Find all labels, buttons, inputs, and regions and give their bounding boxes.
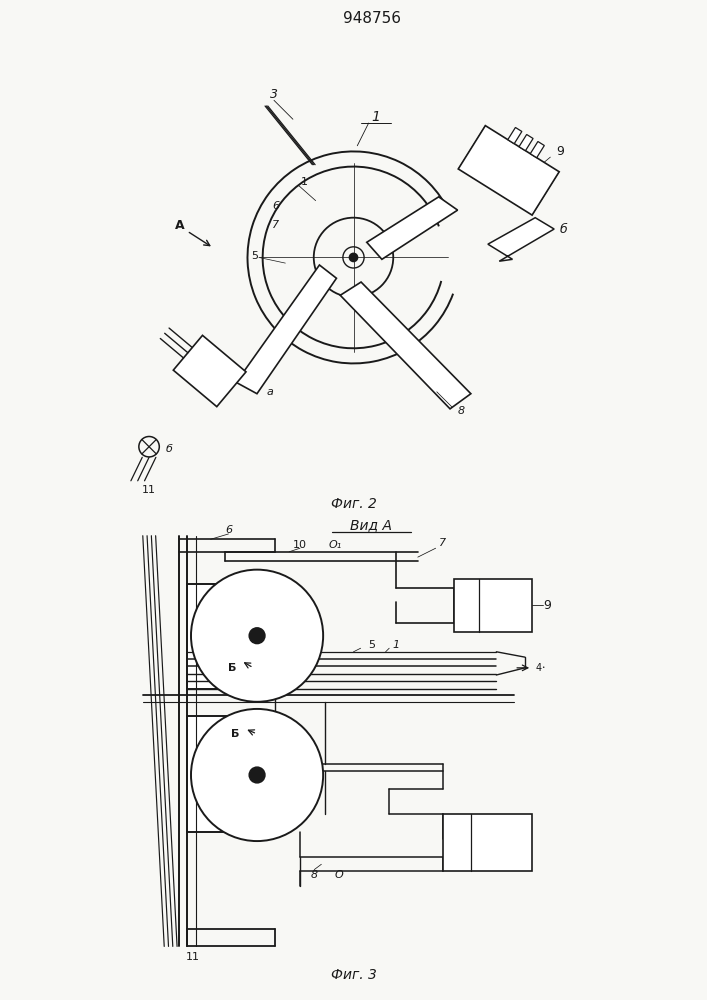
Text: 1: 1: [300, 177, 308, 187]
Text: 10: 10: [293, 540, 307, 550]
Circle shape: [349, 253, 358, 262]
Polygon shape: [340, 282, 471, 409]
Text: 4: 4: [536, 663, 542, 673]
Polygon shape: [236, 265, 337, 394]
Text: Фиг. 3: Фиг. 3: [331, 968, 376, 982]
Polygon shape: [488, 218, 554, 261]
Text: 6: 6: [272, 201, 279, 211]
Text: •: •: [541, 665, 544, 670]
Text: Фиг. 2: Фиг. 2: [331, 496, 376, 510]
Polygon shape: [458, 126, 559, 215]
Text: 11: 11: [186, 952, 200, 962]
Text: 9: 9: [543, 599, 551, 612]
Text: 6: 6: [225, 525, 232, 535]
Text: а: а: [267, 387, 274, 397]
Text: 5: 5: [368, 640, 375, 650]
Text: Б: Б: [231, 729, 240, 739]
Polygon shape: [367, 197, 457, 259]
Circle shape: [191, 709, 323, 841]
Text: O: O: [335, 870, 344, 880]
Text: 1: 1: [393, 640, 400, 650]
Text: 11: 11: [142, 485, 156, 495]
Polygon shape: [519, 134, 533, 151]
Polygon shape: [173, 335, 246, 407]
Text: Б: Б: [228, 663, 236, 673]
Text: O₁: O₁: [329, 540, 342, 550]
Text: б: б: [560, 223, 568, 236]
Polygon shape: [453, 579, 532, 632]
Text: 948756: 948756: [344, 11, 402, 26]
Text: 3: 3: [270, 88, 278, 101]
Polygon shape: [187, 716, 275, 832]
Circle shape: [249, 628, 265, 644]
Polygon shape: [443, 814, 532, 871]
Text: 5: 5: [252, 251, 259, 261]
Circle shape: [249, 767, 265, 783]
Text: Вид A: Вид A: [351, 518, 392, 532]
Circle shape: [191, 570, 323, 702]
Text: A: A: [175, 219, 184, 232]
Text: 7: 7: [439, 538, 446, 548]
Polygon shape: [530, 142, 544, 158]
Text: 8: 8: [458, 406, 465, 416]
Text: 9: 9: [556, 145, 564, 158]
Polygon shape: [508, 127, 522, 144]
Text: б: б: [166, 444, 173, 454]
Text: 1: 1: [372, 110, 380, 124]
Polygon shape: [187, 584, 275, 689]
Text: 8: 8: [310, 870, 317, 880]
Text: 7: 7: [272, 220, 279, 230]
